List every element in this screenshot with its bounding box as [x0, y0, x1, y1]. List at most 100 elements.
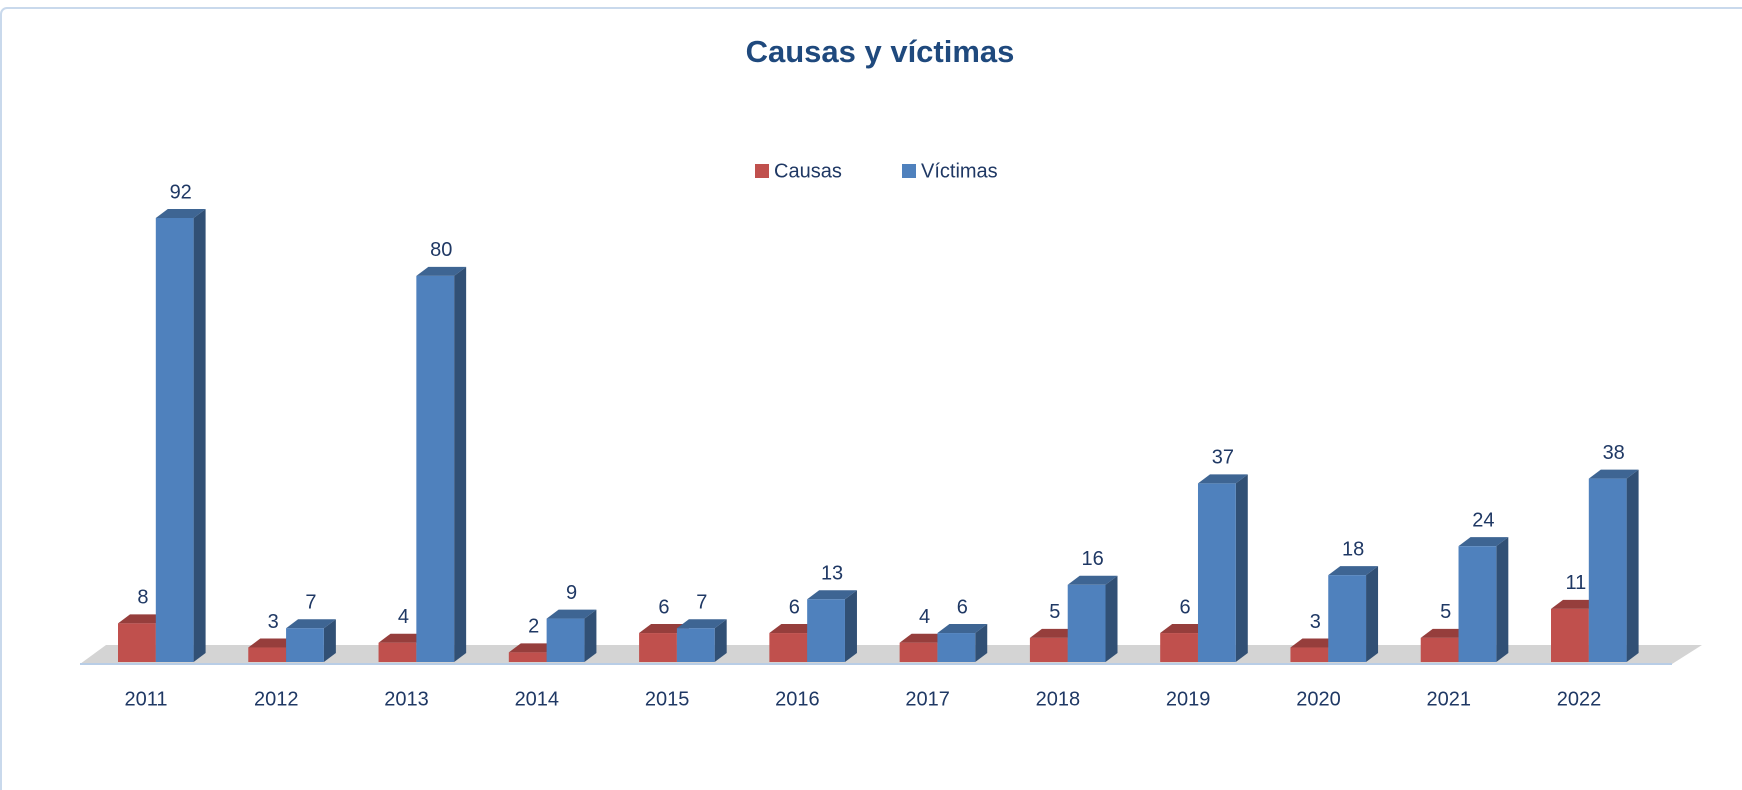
data-label: 4 — [398, 606, 409, 628]
bar-front — [769, 633, 808, 662]
x-tick-label: 2011 — [124, 688, 167, 710]
data-label: 24 — [1472, 509, 1494, 531]
x-tick-label: 2017 — [905, 688, 950, 710]
bar-top — [676, 619, 727, 629]
bar-top — [1420, 628, 1471, 638]
x-tick-label: 2015 — [645, 688, 690, 710]
x-tick-label: 2012 — [254, 688, 299, 710]
bar-top — [155, 209, 206, 218]
bar-top — [546, 609, 597, 619]
bar-front — [1067, 584, 1106, 662]
data-label: 6 — [658, 596, 669, 618]
bar-top — [118, 614, 168, 624]
bar-side — [1105, 575, 1118, 662]
bar-side — [1626, 469, 1639, 662]
bar-top — [248, 638, 299, 648]
data-label: 7 — [696, 591, 707, 613]
bar-top — [286, 619, 336, 629]
legend-swatch — [902, 164, 916, 178]
bar-top — [937, 624, 988, 634]
data-label: 6 — [789, 596, 800, 618]
bar-top — [1160, 624, 1210, 634]
data-label: 37 — [1212, 447, 1234, 469]
bar-front — [416, 275, 455, 662]
bar-side — [1496, 537, 1509, 662]
bar-top — [1029, 628, 1080, 638]
bar-front — [899, 642, 938, 662]
data-label: 7 — [305, 591, 316, 613]
bar-side — [844, 590, 857, 662]
bar — [1458, 537, 1509, 662]
bar-front — [639, 633, 677, 662]
bar-top — [1588, 469, 1639, 479]
bar-front — [508, 652, 547, 662]
bar-front — [1328, 575, 1367, 662]
data-label: 9 — [566, 582, 577, 604]
data-label: 80 — [430, 239, 452, 261]
bar-side — [1235, 474, 1248, 662]
bar-side — [323, 619, 336, 662]
bar — [1197, 474, 1248, 662]
x-tick-label: 2013 — [384, 688, 429, 710]
bar-side — [975, 624, 988, 662]
chart-title: Causas y víctimas — [746, 34, 1015, 69]
bar-top — [1290, 638, 1341, 648]
bar-top — [769, 624, 820, 634]
bar-front — [546, 618, 585, 662]
data-label: 2 — [528, 616, 539, 638]
data-label: 11 — [1566, 572, 1587, 594]
data-label: 4 — [919, 606, 930, 628]
data-label: 6 — [1180, 596, 1191, 618]
bar — [155, 209, 206, 662]
bar-front — [1290, 647, 1329, 662]
bar-front — [118, 623, 156, 662]
bar-front — [286, 628, 324, 662]
chart-frame — [0, 7, 1742, 790]
bar — [807, 590, 857, 662]
bar-front — [1029, 637, 1068, 662]
bar-front — [248, 647, 287, 662]
bar-front — [1588, 478, 1627, 662]
bar-top — [378, 633, 429, 643]
legend-swatch — [755, 164, 769, 178]
data-label: 8 — [137, 587, 148, 609]
bar-side — [714, 619, 727, 662]
bar-top — [1458, 537, 1509, 547]
bar — [546, 609, 597, 662]
data-label: 6 — [957, 596, 968, 618]
data-label: 5 — [1049, 601, 1060, 623]
data-label: 38 — [1603, 442, 1625, 464]
bar-top — [508, 643, 559, 653]
bar-front — [1160, 633, 1198, 662]
x-tick-label: 2022 — [1557, 688, 1602, 710]
bar — [1328, 566, 1379, 662]
bar — [1067, 575, 1118, 662]
data-label: 3 — [1310, 611, 1321, 633]
bar-front — [807, 599, 845, 662]
bar-top — [1197, 474, 1248, 484]
bar-front — [676, 628, 715, 662]
bar-side — [454, 266, 467, 662]
data-label: 13 — [821, 563, 843, 585]
x-tick-label: 2014 — [515, 688, 560, 710]
bar — [676, 619, 727, 662]
bar-side — [193, 209, 206, 662]
data-label: 3 — [268, 611, 279, 633]
bar — [416, 266, 467, 662]
x-tick-label: 2016 — [775, 688, 820, 710]
data-label: 92 — [170, 181, 192, 203]
bar-front — [378, 642, 417, 662]
bar-top — [807, 590, 857, 600]
bar-front — [1197, 483, 1236, 662]
bar — [286, 619, 336, 662]
bar-front — [937, 633, 976, 662]
legend-label: Víctimas — [921, 160, 998, 182]
x-tick-label: 2018 — [1036, 688, 1081, 710]
bar-top — [1067, 575, 1118, 585]
x-tick-label: 2021 — [1426, 688, 1471, 710]
x-tick-label: 2019 — [1166, 688, 1211, 710]
bar-top — [639, 624, 689, 634]
bar-front — [155, 218, 194, 662]
bar-side — [584, 609, 597, 662]
